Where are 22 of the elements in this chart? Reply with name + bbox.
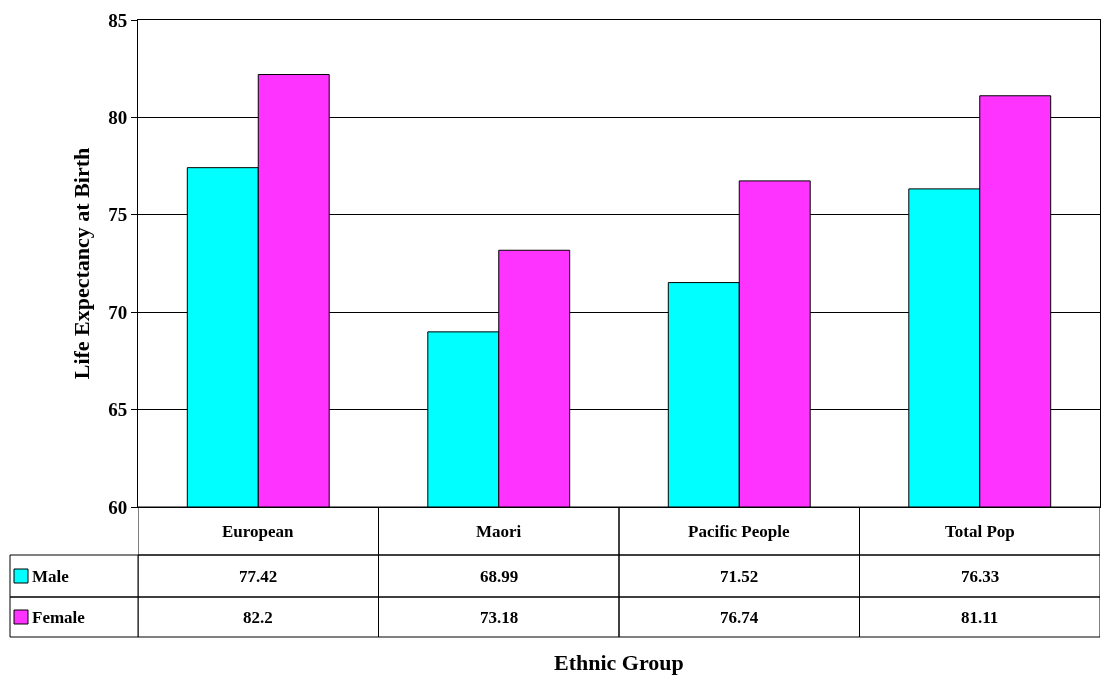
y-tick-label: 80 [108,107,128,129]
legend-label: Female [32,608,86,627]
y-tick-label: 75 [108,204,128,226]
x-tick-label: Maori [476,522,522,541]
y-axis-title: Life Expectancy at Birth [69,147,94,380]
x-tick-label: European [222,522,295,541]
data-label: 77.42 [239,567,278,586]
x-axis-title: Ethnic Group [554,650,684,675]
data-label: 76.33 [961,567,1000,586]
data-label: 76.74 [720,608,759,627]
y-tick-label: 60 [108,496,128,518]
y-tick-label: 65 [108,399,128,421]
y-tick-label: 85 [108,9,128,31]
legend-label: Male [32,567,70,586]
y-tick-label: 70 [108,301,128,323]
data-label: 71.52 [720,567,759,586]
x-tick-label: Pacific People [688,522,790,541]
data-label: 82.2 [243,608,273,627]
data-label: 73.18 [480,608,519,627]
x-tick-label: Total Pop [945,522,1015,541]
data-label: 68.99 [480,567,519,586]
data-label: 81.11 [961,608,999,627]
